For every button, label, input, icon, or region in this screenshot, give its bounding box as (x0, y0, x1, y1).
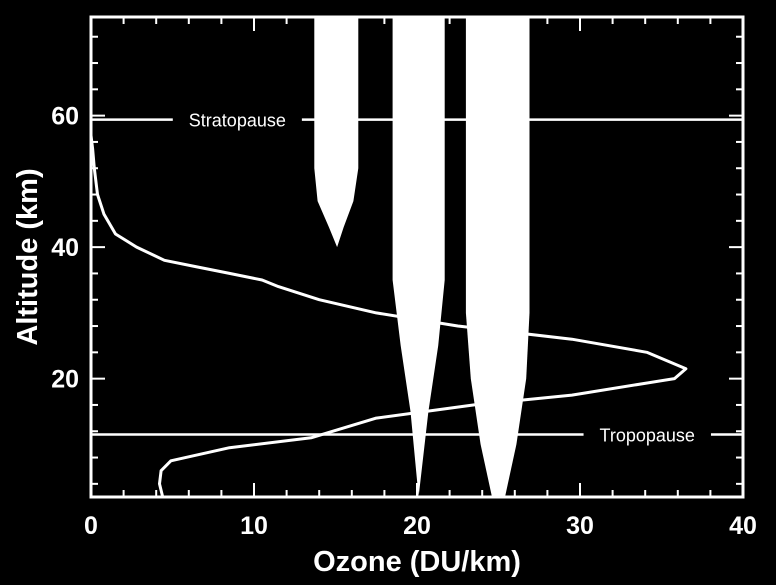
y-tick-label: 40 (51, 234, 79, 262)
y-tick-label: 60 (51, 103, 79, 131)
y-axis-title: Altitude (km) (12, 168, 44, 345)
y-tick-label: 20 (51, 366, 79, 394)
ozone-profile-line-1 (89, 135, 688, 498)
x-tick-label: 20 (403, 512, 431, 540)
annotations: Stratopause Tropopause (91, 111, 743, 446)
x-tick-label: 40 (729, 512, 757, 540)
ozone-bands (314, 17, 530, 497)
annotation-label-1: Stratopause (189, 111, 286, 131)
ozone-lines (89, 135, 688, 498)
ozone-band-3 (465, 17, 530, 497)
x-tick-label: 0 (84, 512, 98, 540)
x-axis-title: Ozone (DU/km) (313, 546, 521, 578)
axis-ticks: 0 10 20 30 40 20 40 60 (51, 17, 757, 540)
x-tick-label: 30 (566, 512, 594, 540)
x-tick-label: 10 (240, 512, 268, 540)
ozone-band-2 (392, 17, 445, 497)
ozone-band-1 (314, 17, 359, 294)
annotation-label-2: Tropopause (600, 426, 695, 446)
